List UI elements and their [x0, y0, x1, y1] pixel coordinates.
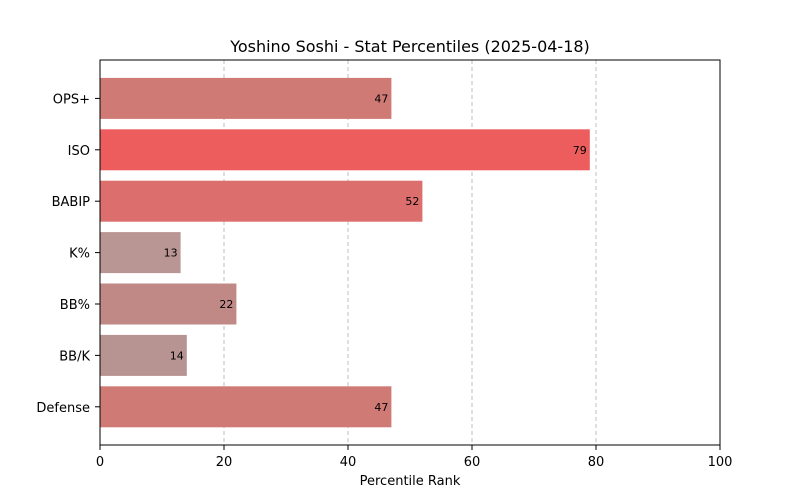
y-tick-label-babip: BABIP: [52, 195, 91, 210]
grid: [223, 60, 597, 445]
bar-bb: [100, 283, 237, 325]
data-label-bb: 22: [219, 298, 233, 311]
x-tick-label: 40: [340, 455, 357, 470]
y-axis: OPS+ ISO BABIP K% BB% BB/K Defense: [36, 92, 100, 416]
y-tick-label-ops: OPS+: [53, 92, 90, 107]
bar-k: [100, 232, 181, 274]
data-label-ops: 47: [374, 92, 388, 105]
bar-defense: [100, 386, 392, 428]
bar-iso: [100, 129, 590, 171]
data-label-iso: 79: [573, 144, 587, 157]
bars: [100, 77, 590, 428]
y-tick-label-iso: ISO: [68, 144, 90, 159]
x-tick-label: 80: [588, 455, 605, 470]
y-tick-label-k: K%: [69, 247, 90, 262]
y-tick-label-bb-k: BB/K: [59, 349, 90, 364]
x-tick-label: 20: [216, 455, 233, 470]
chart-title: Yoshino Soshi - Stat Percentiles (2025-0…: [229, 37, 590, 56]
x-tick-label: 100: [708, 455, 733, 470]
data-label-k: 13: [164, 247, 178, 260]
data-label-babip: 52: [405, 195, 419, 208]
x-axis-label: Percentile Rank: [360, 474, 461, 489]
data-label-bb-k: 14: [170, 349, 184, 362]
x-tick-label: 60: [464, 455, 481, 470]
bar-babip: [100, 180, 423, 222]
bar-bb-k: [100, 334, 187, 376]
bar-ops: [100, 77, 392, 119]
y-tick-label-bb: BB%: [60, 298, 90, 313]
x-tick-label: 0: [96, 455, 104, 470]
data-labels: 47 79 52 13 22 14 47: [164, 92, 587, 413]
y-tick-label-defense: Defense: [36, 401, 90, 416]
data-label-defense: 47: [374, 401, 388, 414]
x-axis: 0 20 40 60 80 100: [96, 445, 733, 470]
